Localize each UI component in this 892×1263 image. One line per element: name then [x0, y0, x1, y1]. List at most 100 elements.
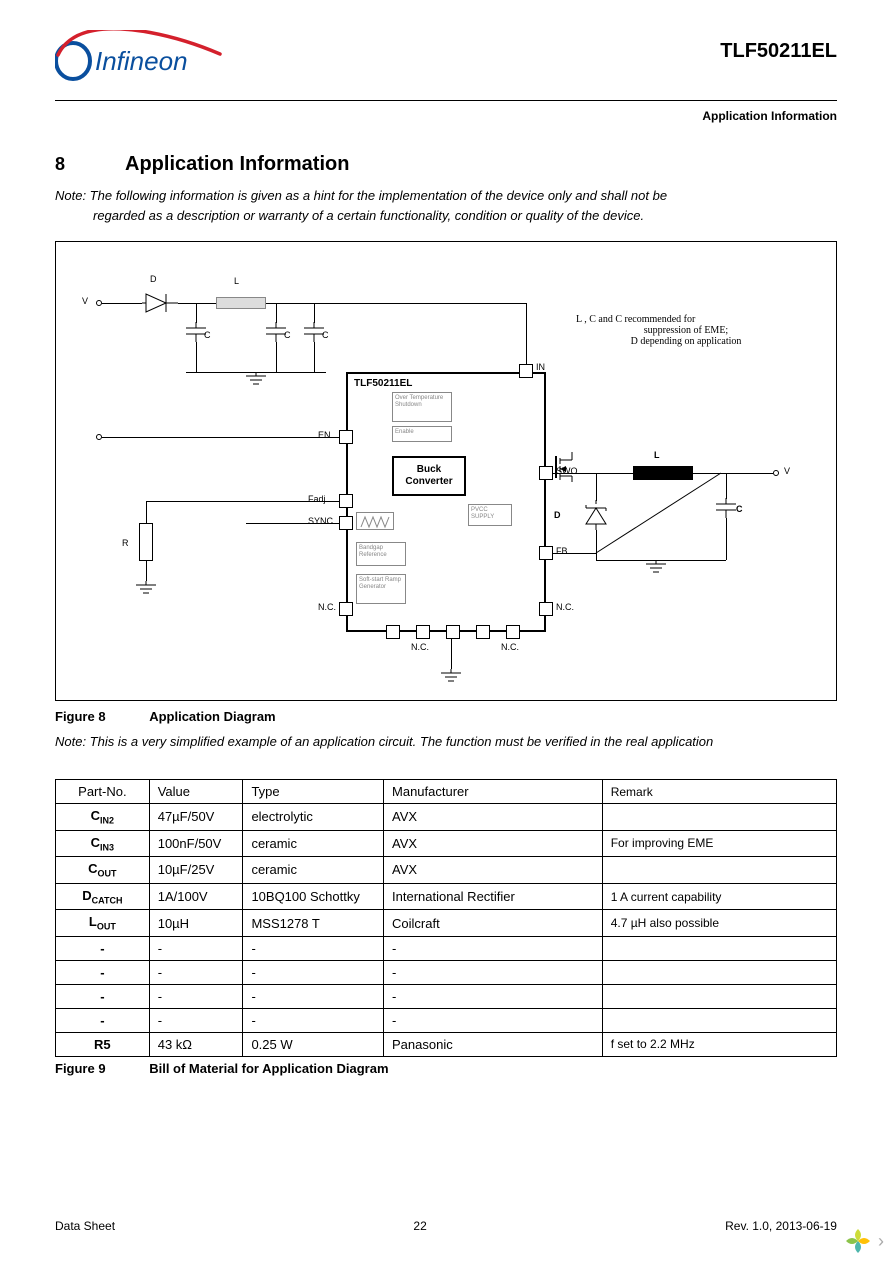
mfr-cell: AVX: [384, 857, 603, 884]
wire: [146, 501, 147, 523]
part-cell: -: [56, 1008, 150, 1032]
pin-nc: [416, 625, 430, 639]
cin3-label: C: [322, 330, 329, 340]
col-part: Part-No.: [56, 780, 150, 804]
gnd-icon: [644, 560, 668, 574]
col-remark: Remark: [602, 780, 836, 804]
remark-cell: f set to 2.2 MHz: [602, 1032, 836, 1056]
nc-label-2: N.C.: [556, 602, 574, 612]
wire: [246, 523, 339, 524]
value-cell: -: [149, 960, 243, 984]
fig9-title: Bill of Material for Application Diagram: [149, 1061, 388, 1076]
softstart-block: Soft-start Ramp Generator: [356, 574, 406, 604]
dcatch-label: D: [554, 510, 561, 520]
wire: [146, 561, 147, 581]
part-number: TLF50211EL: [720, 40, 837, 63]
part-cell: R5: [56, 1032, 150, 1056]
table-row: CIN3100nF/50VceramicAVXFor improving EME: [56, 830, 837, 857]
bom-table: Part-No. Value Type Manufacturer Remark …: [55, 779, 837, 1057]
type-cell: ceramic: [243, 830, 384, 857]
section-subtitle: Application Information: [55, 109, 837, 123]
wire: [526, 303, 527, 371]
col-mfr: Manufacturer: [384, 780, 603, 804]
table-row: ----: [56, 984, 837, 1008]
wire: [553, 553, 596, 554]
wire: [146, 501, 339, 502]
filter-inductor-icon: [216, 297, 266, 309]
corner-nav: ›: [844, 1227, 884, 1255]
part-cell: -: [56, 984, 150, 1008]
remark-cell: [602, 857, 836, 884]
remark-cell: [602, 960, 836, 984]
chevron-right-icon[interactable]: ›: [878, 1231, 884, 1252]
gnd-icon: [134, 581, 158, 595]
enable-block: Enable: [392, 426, 452, 442]
remark-cell: [602, 1008, 836, 1032]
type-cell: 10BQ100 Schottky: [243, 883, 384, 910]
type-cell: ceramic: [243, 857, 384, 884]
pin-in: [519, 364, 533, 378]
mfr-cell: -: [384, 1008, 603, 1032]
value-cell: -: [149, 1008, 243, 1032]
note-1: Note: The following information is given…: [55, 186, 837, 225]
cin1-label: C: [204, 330, 211, 340]
pin-fadj: [339, 494, 353, 508]
type-cell: -: [243, 936, 384, 960]
wire: [102, 437, 339, 438]
section-number: 8: [55, 154, 65, 175]
wire: [314, 303, 315, 323]
pin-sync-label: SYNC: [308, 516, 333, 526]
nc-label-4: N.C.: [501, 642, 519, 652]
wire: [266, 303, 526, 304]
pin-sync: [339, 516, 353, 530]
part-cell: -: [56, 960, 150, 984]
value-cell: -: [149, 936, 243, 960]
l-label: L: [234, 276, 239, 286]
diag-note-l1: L , C and C recommended for: [576, 314, 796, 325]
remark-cell: 4.7 µH also possible: [602, 910, 836, 937]
value-cell: 1A/100V: [149, 883, 243, 910]
bom-header-row: Part-No. Value Type Manufacturer Remark: [56, 780, 837, 804]
page-header: Infineon TLF50211EL: [55, 30, 837, 101]
diagram-note: L , C and C recommended for suppression …: [576, 314, 796, 347]
vout-label: V: [784, 466, 790, 476]
part-cell: -: [56, 936, 150, 960]
application-diagram: V D L C: [55, 241, 837, 701]
table-row: ----: [56, 1008, 837, 1032]
nc-label-1: N.C.: [318, 602, 336, 612]
wire: [451, 639, 452, 669]
d-label: D: [150, 274, 157, 284]
table-row: LOUT10µHMSS1278 TCoilcraft4.7 µH also po…: [56, 910, 837, 937]
mfr-cell: AVX: [384, 804, 603, 831]
col-value: Value: [149, 780, 243, 804]
note-2: Note: This is a very simplified example …: [55, 734, 837, 749]
wire: [178, 303, 216, 304]
table-row: DCATCH1A/100V10BQ100 SchottkyInternation…: [56, 883, 837, 910]
figure-9-caption: Figure 9 Bill of Material for Applicatio…: [55, 1061, 837, 1076]
remark-cell: [602, 984, 836, 1008]
note1-line1: Note: The following information is given…: [55, 188, 667, 203]
footer-left: Data Sheet: [55, 1219, 115, 1233]
infineon-logo-icon: Infineon: [55, 30, 225, 90]
cout-label: C: [736, 504, 743, 514]
value-cell: 100nF/50V: [149, 830, 243, 857]
vin-label: V: [82, 296, 88, 306]
wire: [276, 342, 277, 372]
remark-cell: For improving EME: [602, 830, 836, 857]
bandgap-block: Bandgap Reference: [356, 542, 406, 566]
note1-line2: regarded as a description or warranty of…: [55, 206, 837, 226]
part-cell: COUT: [56, 857, 150, 884]
buck-converter-block: Buck Converter: [392, 456, 466, 496]
value-cell: 47µF/50V: [149, 804, 243, 831]
type-cell: -: [243, 960, 384, 984]
pin-fb: [539, 546, 553, 560]
pvcc-block: PVCC SUPPLY: [468, 504, 512, 526]
mfr-cell: AVX: [384, 830, 603, 857]
part-cell: CIN3: [56, 830, 150, 857]
gnd-icon: [439, 669, 463, 683]
type-cell: 0.25 W: [243, 1032, 384, 1056]
type-cell: MSS1278 T: [243, 910, 384, 937]
type-cell: -: [243, 984, 384, 1008]
part-cell: CIN2: [56, 804, 150, 831]
wire: [726, 518, 727, 560]
